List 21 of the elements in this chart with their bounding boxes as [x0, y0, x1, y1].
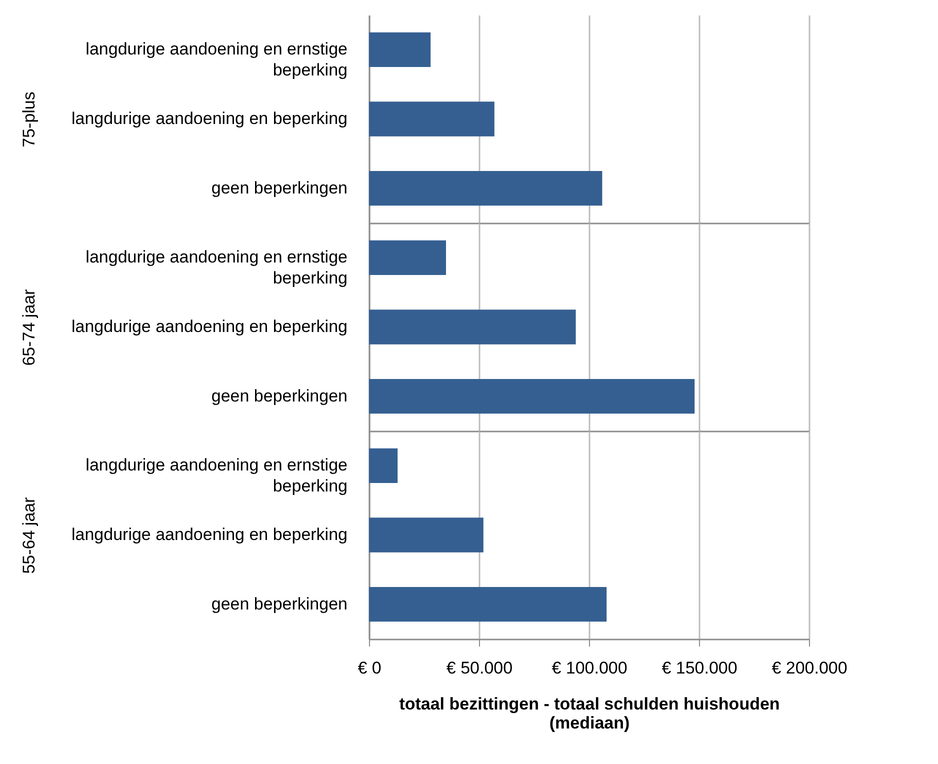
y-tick-label: langdurige aandoening en ernstige beperking [86, 456, 348, 496]
x-tick-label: € 150.000 [662, 658, 738, 678]
y-tick-label: geen beperkingen [211, 178, 348, 198]
y-tick-label: langdurige aandoening en ernstige beperking [86, 248, 348, 288]
y-axis-title: 75-plus [20, 92, 38, 148]
x-tick-label: € 200.000 [772, 658, 848, 678]
y-tick-label: langdurige aandoening en beperking [71, 525, 348, 544]
x-tick-label: € 50.000 [446, 658, 513, 678]
y-tick-label: langdurige aandoening en ernstige beperking [86, 40, 348, 80]
y-tick-label: geen beperkingen [211, 594, 348, 614]
bar [369, 587, 607, 622]
y-tick-label: langdurige aandoening en beperking [71, 317, 348, 336]
x-tick-label: € 100.000 [552, 658, 628, 678]
x-tick-label: € 0 [358, 658, 382, 678]
x-axis-title: totaal bezittingen - totaal schulden huishouden (mediaan) [399, 694, 780, 732]
bar [369, 518, 484, 552]
y-axis-title: 55-64 jaar [20, 496, 38, 574]
bar [369, 448, 398, 483]
y-axis-title: 65-74 jaar [20, 288, 38, 366]
y-tick-label: langdurige aandoening en beperking [71, 109, 348, 128]
y-tick-label: geen beperkingen [211, 386, 348, 406]
